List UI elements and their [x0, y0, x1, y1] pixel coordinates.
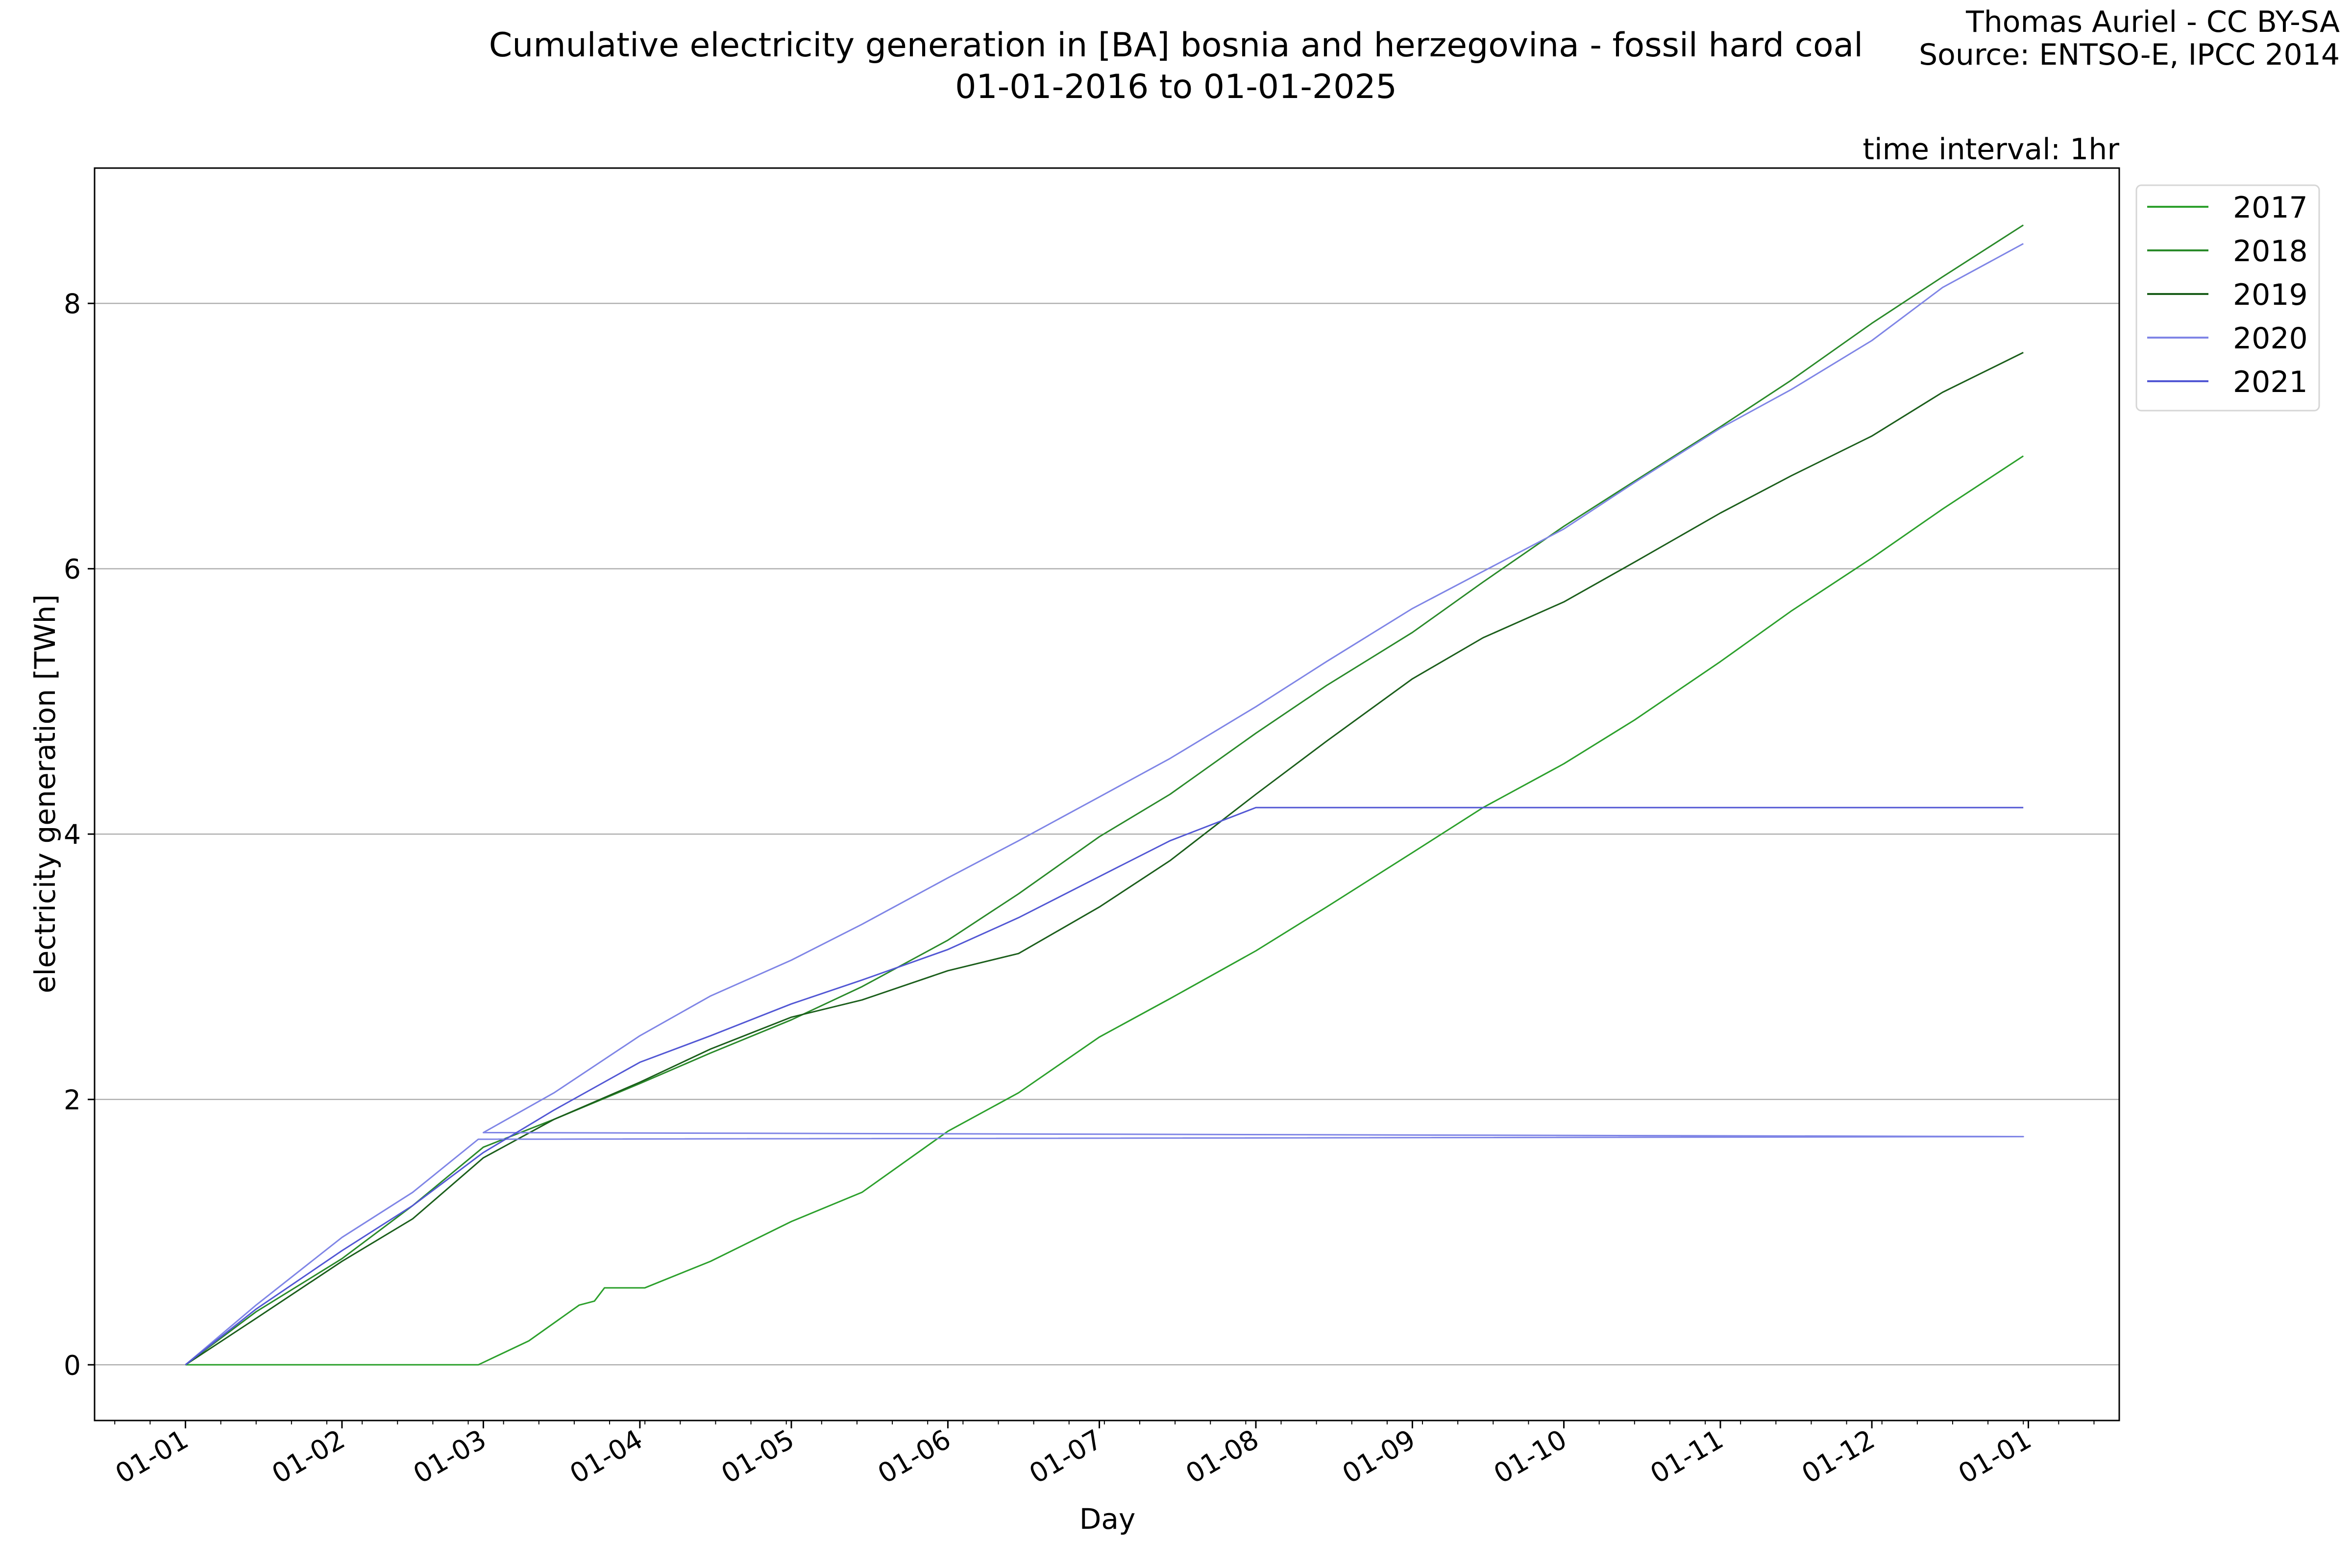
x-axis: 01-01 01-02 01-03 01-04 01-05 01-06 01-07 01-08…	[110, 1421, 2095, 1490]
series-lines	[185, 224, 2024, 1366]
x-tick-label: 01-08	[1180, 1423, 1264, 1490]
x-tick-label: 01-04	[564, 1423, 648, 1490]
x-tick-label: 01-12	[1796, 1423, 1880, 1490]
x-tick-label: 01-10	[1489, 1423, 1572, 1490]
x-tick-label: 01-03	[408, 1423, 491, 1490]
grid-lines	[95, 302, 2119, 1366]
y-tick-label: 0	[64, 1349, 81, 1381]
series-line-2017	[185, 455, 2024, 1366]
chart-subtitle: 01-01-2016 to 01-01-2025	[955, 68, 1397, 106]
x-tick-label: 01-02	[267, 1423, 350, 1490]
y-tick-label: 6	[64, 554, 81, 585]
credit-author: Thomas Auriel - CC BY-SA	[1965, 5, 2340, 39]
x-axis-label: Day	[1079, 1502, 1136, 1536]
x-tick-label: 01-01	[110, 1423, 194, 1490]
legend-label-2021: 2021	[2233, 365, 2308, 399]
x-tick-label: 01-11	[1645, 1423, 1728, 1490]
y-axis-label: electricity generation [TWh]	[28, 594, 62, 993]
legend-label-2020: 2020	[2233, 321, 2308, 356]
series-line-2020	[185, 243, 2024, 1366]
series-line-2019	[185, 352, 2024, 1366]
y-tick-label: 2	[64, 1084, 81, 1116]
y-axis: 0 2 4 6 8	[64, 288, 95, 1381]
legend-label-2019: 2019	[2233, 278, 2308, 312]
chart-title: Cumulative electricity generation in [BA…	[489, 26, 1863, 65]
x-tick-label: 01-06	[873, 1423, 956, 1490]
legend: 2017 2018 2019 2020 2021	[2135, 184, 2320, 412]
x-tick-label: 01-07	[1024, 1423, 1107, 1490]
plot-frame	[94, 167, 2120, 1421]
x-tick-label: 01-05	[716, 1423, 799, 1490]
y-tick-label: 8	[64, 288, 81, 319]
legend-frame	[2135, 184, 2320, 412]
series-line-2018	[185, 224, 2024, 1366]
y-tick-label: 4	[64, 819, 81, 850]
credit-source: Source: ENTSO-E, IPCC 2014	[1919, 38, 2340, 72]
legend-label-2018: 2018	[2233, 234, 2308, 269]
legend-label-2017: 2017	[2233, 191, 2308, 225]
series-line-2021	[185, 807, 2024, 1366]
x-tick-label: 01-01	[1953, 1423, 2036, 1490]
x-tick-label: 01-09	[1337, 1423, 1420, 1490]
time-interval-label: time interval: 1hr	[1862, 132, 2119, 167]
